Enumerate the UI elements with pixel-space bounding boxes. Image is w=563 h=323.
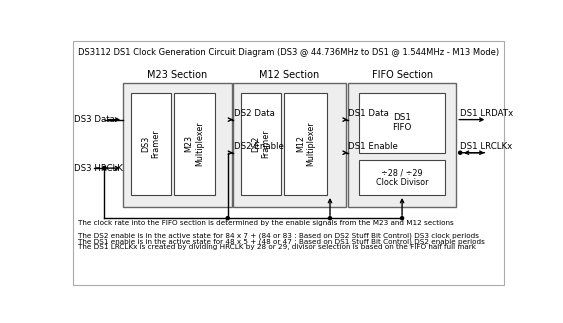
- Bar: [174, 93, 215, 195]
- Text: M23
Multiplexer: M23 Multiplexer: [185, 121, 204, 166]
- Bar: [233, 83, 346, 207]
- Text: DS1
FIFO: DS1 FIFO: [392, 113, 412, 132]
- Circle shape: [103, 167, 106, 170]
- Bar: [359, 93, 445, 153]
- Bar: [348, 83, 457, 207]
- Circle shape: [400, 217, 404, 220]
- Text: DS2 Enable: DS2 Enable: [234, 142, 284, 151]
- Bar: [131, 93, 171, 195]
- Text: FIFO Section: FIFO Section: [372, 70, 432, 80]
- Text: DS3
Framer: DS3 Framer: [141, 130, 160, 158]
- Text: DS1 Enable: DS1 Enable: [348, 142, 397, 151]
- Text: DS2
Framer: DS2 Framer: [251, 130, 271, 158]
- Text: DS1 LRCLKx: DS1 LRCLKx: [460, 142, 512, 151]
- Circle shape: [103, 167, 106, 170]
- Bar: [359, 161, 445, 195]
- Circle shape: [459, 151, 462, 154]
- Text: The clock rate into the FIFO section is determined by the enable signals from th: The clock rate into the FIFO section is …: [78, 220, 454, 226]
- Text: DS3 Data: DS3 Data: [74, 115, 115, 124]
- Bar: [123, 83, 231, 207]
- Text: DS3 HRCLK: DS3 HRCLK: [74, 164, 123, 172]
- Text: DS1 LRDATx: DS1 LRDATx: [460, 109, 513, 118]
- Text: The DS1 enable is in the active state for 48 x 5 + (48 or 47 : Based on DS1 Stuf: The DS1 enable is in the active state fo…: [78, 238, 485, 245]
- Text: ÷28 / ÷29
Clock Divisor: ÷28 / ÷29 Clock Divisor: [376, 168, 428, 187]
- Text: DS3112 DS1 Clock Generation Circuit Diagram (DS3 @ 44.736MHz to DS1 @ 1.544MHz -: DS3112 DS1 Clock Generation Circuit Diag…: [78, 48, 499, 57]
- Text: DS1 Data: DS1 Data: [348, 109, 388, 118]
- Text: M23 Section: M23 Section: [147, 70, 207, 80]
- Text: The DS1 LRCLKx is created by dividing HRCLK by 28 or 29, divisor selection is ba: The DS1 LRCLKx is created by dividing HR…: [78, 245, 476, 250]
- Text: The DS2 enable is in the active state for 84 x 7 + (84 or 83 : Based on DS2 Stuf: The DS2 enable is in the active state fo…: [78, 232, 479, 238]
- Text: DS2 Data: DS2 Data: [234, 109, 275, 118]
- Bar: [241, 93, 281, 195]
- Circle shape: [328, 217, 332, 220]
- Bar: [284, 93, 327, 195]
- Text: M12
Multiplexer: M12 Multiplexer: [296, 121, 315, 166]
- Circle shape: [226, 217, 229, 220]
- Text: M12 Section: M12 Section: [259, 70, 319, 80]
